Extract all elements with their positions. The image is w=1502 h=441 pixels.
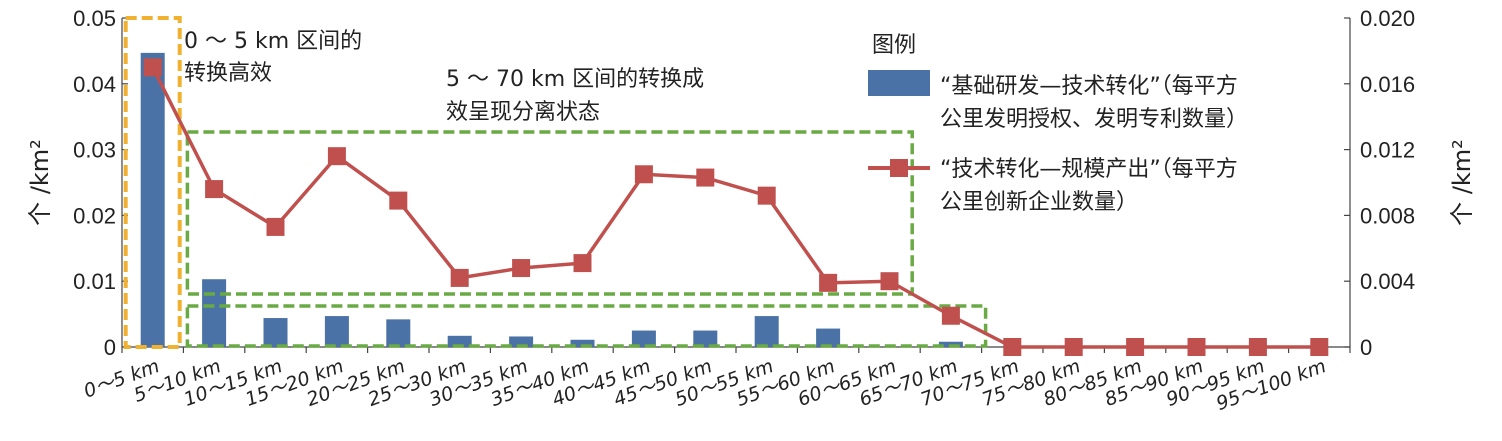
y-right-tick-label: 0.008 xyxy=(1360,203,1415,228)
y-right-label: 个 /km² xyxy=(1448,139,1476,226)
bar xyxy=(140,52,165,348)
line-point xyxy=(941,306,960,325)
line-point xyxy=(1248,338,1267,356)
line-point xyxy=(143,58,162,77)
line-point xyxy=(1126,338,1145,356)
legend-line-line1: “技术转化—规模产出”（每平方 xyxy=(940,157,1238,182)
bar xyxy=(631,330,656,347)
bar xyxy=(386,319,411,347)
bar xyxy=(816,328,841,347)
y-right-tick-label: 0.012 xyxy=(1360,138,1415,163)
y-right-tick-label: 0.016 xyxy=(1360,72,1415,97)
bar xyxy=(570,339,595,347)
y-left-label: 个 /km² xyxy=(26,139,54,226)
legend-swatch-bar xyxy=(868,70,930,96)
y-right-tick-label: 0.004 xyxy=(1360,269,1415,294)
line-point xyxy=(1003,338,1022,356)
annotation-2-line1: 5 ～ 70 km 区间的转换成 xyxy=(446,67,704,92)
line-point xyxy=(1187,338,1206,356)
legend-swatch-marker xyxy=(890,159,908,177)
line-point xyxy=(1064,338,1083,356)
line-point xyxy=(696,168,715,187)
y-left-tick-label: 0.04 xyxy=(73,72,116,97)
annotation-boxes xyxy=(123,16,988,349)
line-point xyxy=(266,217,285,236)
line-point xyxy=(819,273,838,292)
annotation-box-bar-group xyxy=(185,304,988,348)
annotation-box-line-group xyxy=(185,130,914,296)
y-right-tick-label: 0 xyxy=(1360,335,1372,360)
y-left-tick-label: 0 xyxy=(104,335,116,360)
bar xyxy=(754,316,779,347)
legend-bar-line1: “基础研发—技术转化”（每平方 xyxy=(940,74,1238,99)
annotation-box-0-5km xyxy=(123,16,182,349)
line-point xyxy=(450,268,469,287)
legend-line-line2: 公里创新企业数量） xyxy=(940,190,1138,215)
line-point xyxy=(512,259,531,278)
y-left-tick-label: 0.05 xyxy=(73,6,116,31)
line-point xyxy=(880,272,899,291)
y-right-tick-label: 0.020 xyxy=(1360,6,1415,31)
line-series xyxy=(143,58,1329,356)
bars xyxy=(140,52,963,348)
line-point xyxy=(573,254,592,273)
legend: 图例 “基础研发—技术转化”（每平方 公里发明授权、发明专利数量） “技术转化—… xyxy=(868,33,1248,215)
bar xyxy=(509,336,534,347)
line-point xyxy=(634,165,653,184)
line-point xyxy=(205,180,224,199)
legend-title: 图例 xyxy=(872,33,916,58)
legend-bar-line2: 公里发明授权、发明专利数量） xyxy=(940,107,1248,132)
line-point xyxy=(1310,338,1329,356)
bar xyxy=(324,316,349,347)
annotation-2-line2: 效呈现分离状态 xyxy=(446,100,600,125)
bar xyxy=(263,318,288,347)
series-line xyxy=(151,66,1320,349)
bar xyxy=(447,335,472,347)
line-point xyxy=(389,191,408,210)
y-left-tick-label: 0.02 xyxy=(73,203,116,228)
y-left-tick-label: 0.03 xyxy=(73,138,116,163)
bar xyxy=(693,330,718,347)
bar xyxy=(202,279,227,347)
annotation-1-line2: 转换高效 xyxy=(184,61,272,86)
line-point xyxy=(757,186,776,205)
tick-labels: 0 0.01 0.02 0.03 0.04 0.05 0 0.004 0.008 0.012 0.0… xyxy=(73,6,1415,415)
annotation-1-line1: 0 ～ 5 km 区间的 xyxy=(184,29,362,54)
line-point xyxy=(327,147,346,166)
y-left-tick-label: 0.01 xyxy=(73,269,116,294)
